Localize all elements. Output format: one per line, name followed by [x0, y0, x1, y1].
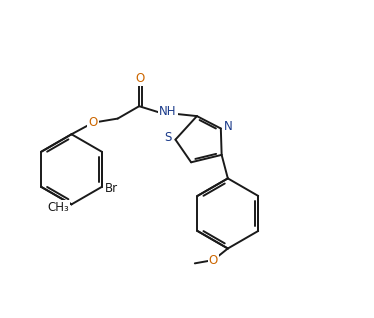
- Text: O: O: [136, 72, 145, 85]
- Text: Br: Br: [104, 182, 117, 195]
- Text: O: O: [88, 116, 98, 129]
- Text: N: N: [224, 120, 233, 133]
- Text: CH₃: CH₃: [47, 201, 69, 214]
- Text: S: S: [164, 131, 172, 144]
- Text: NH: NH: [159, 106, 177, 119]
- Text: O: O: [209, 253, 218, 266]
